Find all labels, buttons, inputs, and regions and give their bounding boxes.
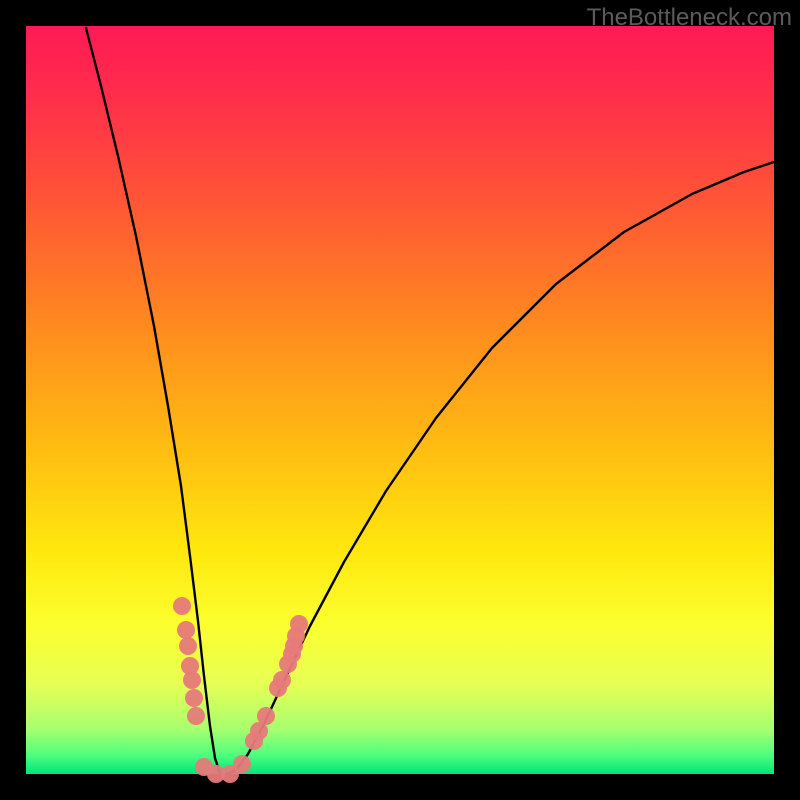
- data-marker: [185, 689, 203, 707]
- watermark-text: TheBottleneck.com: [587, 4, 792, 32]
- data-marker: [183, 671, 201, 689]
- data-marker: [273, 671, 291, 689]
- plot-area: [26, 26, 774, 774]
- data-marker: [187, 707, 205, 725]
- data-marker: [257, 707, 275, 725]
- data-marker: [290, 615, 308, 633]
- data-marker: [177, 621, 195, 639]
- chart-frame: TheBottleneck.com: [0, 0, 800, 800]
- data-marker: [173, 597, 191, 615]
- marker-group: [173, 597, 308, 783]
- curve-layer: [26, 26, 774, 774]
- data-marker: [233, 755, 251, 773]
- data-marker: [179, 637, 197, 655]
